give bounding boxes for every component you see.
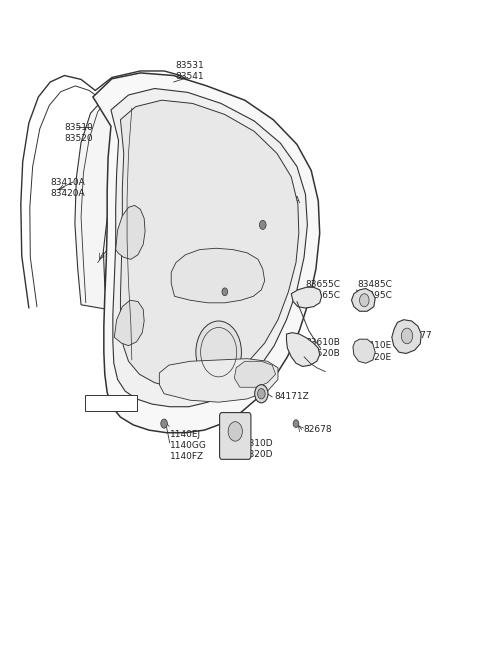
Circle shape bbox=[293, 420, 299, 428]
Text: 83510
83520: 83510 83520 bbox=[64, 122, 93, 143]
Polygon shape bbox=[392, 320, 421, 354]
Text: 83655C
83665C: 83655C 83665C bbox=[305, 280, 340, 300]
Polygon shape bbox=[159, 359, 278, 402]
Polygon shape bbox=[353, 339, 375, 364]
Polygon shape bbox=[75, 82, 190, 309]
Text: 83410A
83420A: 83410A 83420A bbox=[50, 178, 85, 198]
Circle shape bbox=[260, 220, 266, 229]
FancyBboxPatch shape bbox=[219, 413, 251, 459]
Text: 1141DB: 1141DB bbox=[209, 272, 245, 282]
Text: 1243BA: 1243BA bbox=[266, 196, 301, 206]
Polygon shape bbox=[234, 362, 276, 387]
Polygon shape bbox=[171, 248, 264, 303]
Text: 83531
83541: 83531 83541 bbox=[176, 61, 204, 81]
Polygon shape bbox=[291, 288, 322, 308]
Circle shape bbox=[255, 384, 268, 403]
Text: 83485C
83495C: 83485C 83495C bbox=[358, 280, 393, 300]
Circle shape bbox=[161, 419, 168, 428]
Text: 84171Z: 84171Z bbox=[274, 392, 309, 402]
Text: 1140EJ
1140GG
1140FZ: 1140EJ 1140GG 1140FZ bbox=[170, 430, 207, 461]
Polygon shape bbox=[116, 206, 145, 259]
Text: REF.60-770: REF.60-770 bbox=[87, 400, 138, 409]
Polygon shape bbox=[120, 100, 299, 387]
Circle shape bbox=[401, 328, 413, 344]
Text: 82678: 82678 bbox=[303, 425, 332, 434]
Circle shape bbox=[360, 293, 369, 307]
Text: 98810D
98820D: 98810D 98820D bbox=[238, 439, 273, 459]
Text: 81477: 81477 bbox=[404, 331, 432, 341]
Polygon shape bbox=[351, 289, 375, 311]
Circle shape bbox=[228, 422, 242, 441]
Text: 83417A
83427A: 83417A 83427A bbox=[176, 152, 211, 172]
Text: 81410E
81420E: 81410E 81420E bbox=[358, 341, 392, 362]
Polygon shape bbox=[114, 300, 144, 346]
Text: 83471D
83481D: 83471D 83481D bbox=[228, 282, 264, 302]
Polygon shape bbox=[93, 73, 320, 433]
Circle shape bbox=[258, 388, 265, 399]
Circle shape bbox=[222, 288, 228, 295]
Text: 83610B
83620B: 83610B 83620B bbox=[305, 338, 340, 358]
FancyBboxPatch shape bbox=[85, 395, 137, 411]
Circle shape bbox=[196, 321, 241, 383]
Polygon shape bbox=[111, 88, 307, 407]
Polygon shape bbox=[287, 333, 320, 366]
